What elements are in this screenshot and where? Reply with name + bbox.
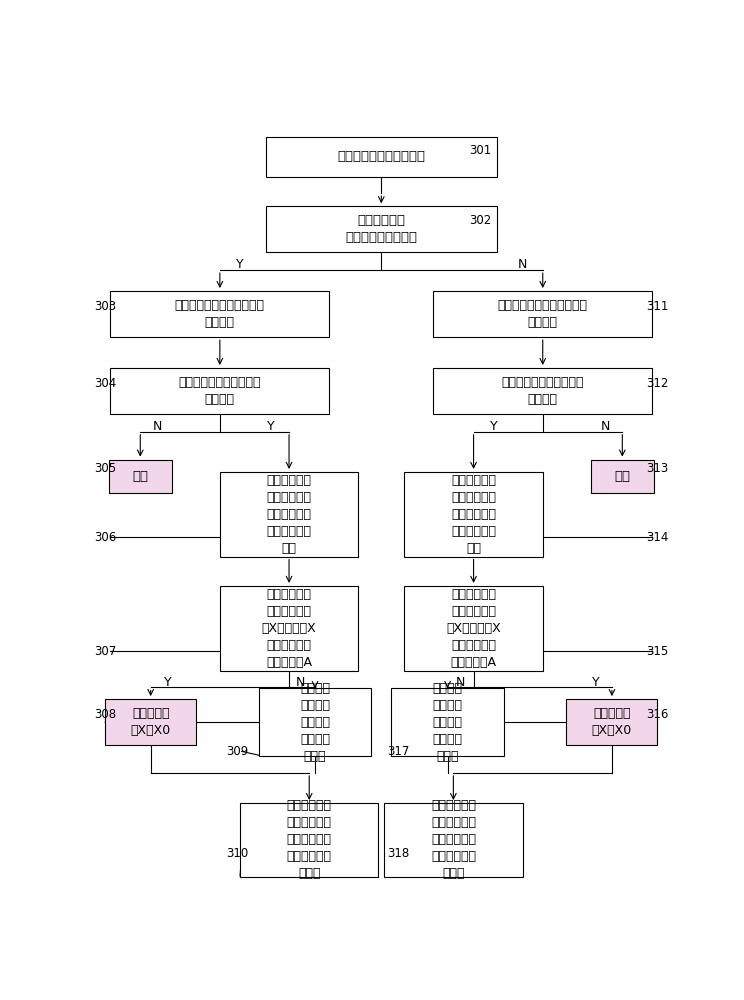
Text: 304: 304: [94, 377, 117, 390]
Text: 根据前述从高
到低排序排列
所有应用图标
在桌面从前到
后显示: 根据前述从高 到低排序排列 所有应用图标 在桌面从前到 后显示: [286, 799, 332, 880]
Text: 读取当前时间
并判断是否为工作日: 读取当前时间 并判断是否为工作日: [345, 214, 417, 244]
Bar: [405, 586, 543, 671]
Text: 根据算法修
正X为X0: 根据算法修 正X为X0: [130, 707, 171, 737]
Bar: [384, 803, 522, 877]
Text: 判断应用图标的安装状态
是否有效: 判断应用图标的安装状态 是否有效: [179, 376, 261, 406]
Text: Y: Y: [164, 676, 172, 689]
Text: 310: 310: [226, 847, 248, 860]
Text: 根据算法修
正X为X0: 根据算法修 正X为X0: [591, 707, 632, 737]
Text: 结束: 结束: [615, 470, 630, 483]
Text: 判断当前时间所属的工作日
的时间段: 判断当前时间所属的工作日 的时间段: [175, 299, 265, 329]
Text: 判断当前时间所属的休息日
的时间段: 判断当前时间所属的休息日 的时间段: [498, 299, 588, 329]
Bar: [220, 472, 359, 557]
Bar: [240, 803, 379, 877]
Text: N: N: [153, 420, 162, 433]
Bar: [220, 586, 359, 671]
Bar: [259, 688, 371, 756]
Text: 308: 308: [94, 708, 117, 721]
Bar: [405, 472, 543, 557]
Text: 读取应用图标
在当前时间段
及相邻的前后
时间段的点击
次数: 读取应用图标 在当前时间段 及相邻的前后 时间段的点击 次数: [451, 474, 496, 555]
Text: 316: 316: [646, 708, 668, 721]
Bar: [109, 460, 172, 493]
Text: Y: Y: [267, 420, 275, 433]
Text: N: N: [296, 676, 305, 689]
Text: 计算三个时间
段点击次数之
和X，并判断X
是否大于点击
次数临界值A: 计算三个时间 段点击次数之 和X，并判断X 是否大于点击 次数临界值A: [262, 588, 316, 669]
Text: 检测到桌面进入启动状态: 检测到桌面进入启动状态: [337, 150, 426, 163]
Text: 315: 315: [646, 645, 668, 658]
Text: 317: 317: [388, 745, 410, 758]
Text: 306: 306: [94, 531, 117, 544]
Text: Y: Y: [490, 420, 498, 433]
Bar: [266, 206, 497, 252]
Text: 303: 303: [94, 300, 117, 313]
Text: 对应用图
标的点击
次数进行
从高到低
的排序: 对应用图 标的点击 次数进行 从高到低 的排序: [432, 682, 463, 763]
Text: 计算三个时间
段点击次数之
和X，并判断X
是否大于点击
次数临界值A: 计算三个时间 段点击次数之 和X，并判断X 是否大于点击 次数临界值A: [446, 588, 501, 669]
Text: 318: 318: [388, 847, 410, 860]
Text: 结束: 结束: [132, 470, 148, 483]
Text: Y: Y: [592, 676, 600, 689]
Bar: [105, 699, 196, 745]
Text: N: N: [455, 676, 465, 689]
Bar: [566, 699, 658, 745]
Bar: [391, 688, 504, 756]
Text: 312: 312: [646, 377, 668, 390]
Bar: [433, 368, 652, 414]
Text: 309: 309: [226, 745, 248, 758]
Bar: [110, 291, 330, 337]
Text: 对应用图
标的点击
次数进行
从高到低
的排序: 对应用图 标的点击 次数进行 从高到低 的排序: [300, 682, 330, 763]
Text: 311: 311: [646, 300, 668, 313]
Text: 313: 313: [646, 462, 668, 475]
Text: N: N: [518, 258, 527, 271]
Text: 305: 305: [94, 462, 117, 475]
Text: 307: 307: [94, 645, 117, 658]
Text: 302: 302: [469, 214, 492, 227]
Bar: [110, 368, 330, 414]
Text: 读取应用图标
在当前时间段
及相邻的前后
时间段的点击
次数: 读取应用图标 在当前时间段 及相邻的前后 时间段的点击 次数: [266, 474, 312, 555]
Bar: [266, 137, 497, 177]
Text: 根据前述从高
到低排序排列
所有应用图标
在桌面从前到
后显示: 根据前述从高 到低排序排列 所有应用图标 在桌面从前到 后显示: [431, 799, 476, 880]
Text: 314: 314: [646, 531, 668, 544]
Bar: [591, 460, 654, 493]
Text: 判断应用图标的安装状态
是否有效: 判断应用图标的安装状态 是否有效: [501, 376, 584, 406]
Bar: [433, 291, 652, 337]
Text: 301: 301: [469, 144, 492, 157]
Text: N: N: [600, 420, 610, 433]
Text: Y: Y: [237, 258, 244, 271]
